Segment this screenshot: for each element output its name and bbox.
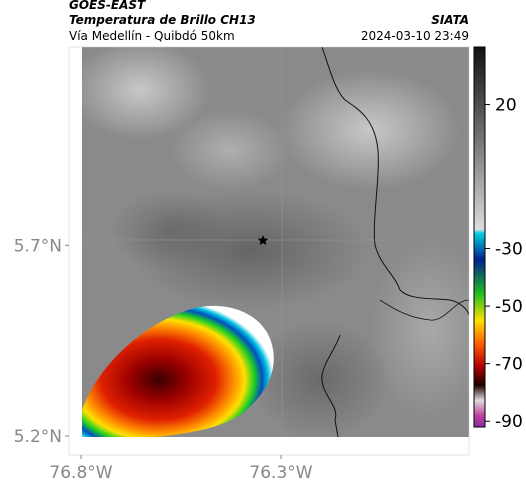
satellite-image [82, 47, 469, 437]
colorbar-tick-label: -70 [495, 355, 523, 375]
y-tick-label: 5.2°N [14, 427, 62, 447]
x-tick-label: 76.8°W [49, 463, 112, 483]
source: GOES-EAST [69, 0, 146, 12]
y-tick-label: 5.7°N [14, 236, 62, 256]
colorbar [473, 46, 486, 428]
timestamp: 2024-03-10 23:49 [361, 29, 469, 43]
x-tick-label: 76.3°W [249, 463, 312, 483]
title: Temperatura de Brillo CH13 [69, 13, 256, 27]
colorbar-tick-label: 20 [495, 96, 517, 116]
agency: SIATA [431, 13, 469, 27]
colorbar-tick-label: -90 [495, 412, 523, 432]
colorbar-tick-label: -30 [495, 240, 523, 260]
map-frame [68, 46, 470, 456]
region: Vía Medellín - Quibdó 50km [69, 29, 235, 43]
colorbar-tick-label: -50 [495, 297, 523, 317]
